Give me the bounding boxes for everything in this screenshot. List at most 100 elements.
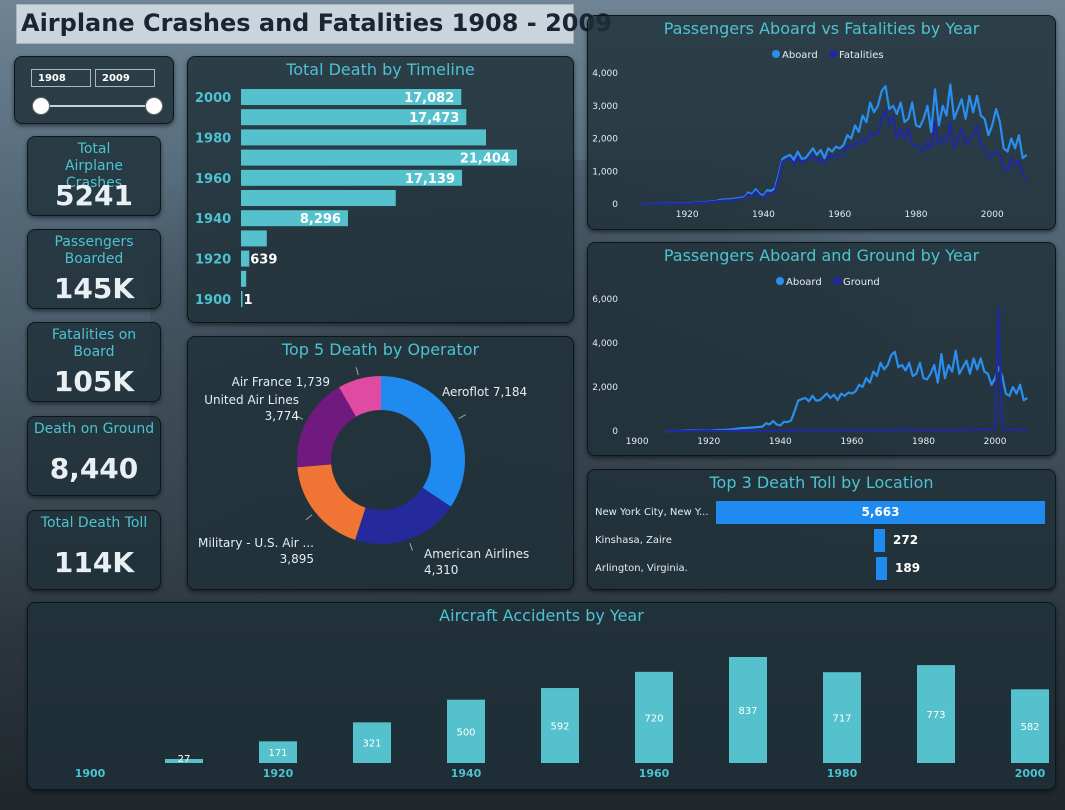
donut-label-value: 3,774 — [265, 409, 299, 423]
timeline-tick-label: 1960 — [195, 172, 231, 187]
timeline-data-label: 21,404 — [460, 152, 510, 167]
donut-slice — [297, 464, 366, 540]
donut-slice — [355, 487, 451, 544]
kpi-label: Total Airplane Crashes — [64, 141, 124, 191]
accident-data-label: 321 — [362, 739, 381, 750]
timeline-tick-label: 1920 — [195, 253, 231, 268]
location-label: New York City, New Y... — [595, 507, 709, 518]
slider-handle-end[interactable] — [145, 97, 163, 115]
location-label: Arlington, Virginia. — [595, 563, 688, 574]
x-tick-label: 1940 — [752, 210, 775, 220]
slider-handle-start[interactable] — [32, 97, 50, 115]
donut-label-value: 4,310 — [424, 563, 458, 577]
kpi-fatalities-on-board: Fatalities on Board 105K — [27, 322, 161, 402]
slider-track — [41, 105, 153, 107]
timeline-data-label: 639 — [250, 253, 277, 268]
year-slicer[interactable]: 1908 2009 — [14, 56, 174, 124]
accident-tick-label: 2000 — [1015, 767, 1046, 780]
legend-marker — [772, 50, 780, 58]
accident-data-label: 720 — [644, 713, 663, 724]
y-tick-label: 3,000 — [592, 102, 618, 112]
accident-tick-label: 1960 — [639, 767, 670, 780]
y-tick-label: 0 — [612, 200, 618, 210]
kpi-value: 8,440 — [49, 452, 139, 485]
accident-data-label: 171 — [268, 748, 287, 759]
donut-label-name: Military - U.S. Air ... — [198, 536, 314, 550]
aboard-fatalities-chart: Aboard Fatalities 0 1,000 2,000 3,000 4,000 192… — [592, 50, 1028, 220]
y-tick-label: 1,000 — [592, 167, 618, 177]
legend-marker — [776, 277, 784, 285]
dashboard-title-box: Airplane Crashes and Fatalities 1908 - 2… — [17, 5, 612, 43]
accident-data-label: 592 — [550, 722, 569, 733]
accident-bar — [635, 671, 673, 763]
donut-label-name: United Air Lines — [204, 393, 299, 407]
accident-bar — [447, 699, 485, 763]
y-tick-label: 4,000 — [592, 69, 618, 79]
kpi-death-on-ground: Death on Ground 8,440 — [27, 416, 161, 496]
donut-slice — [381, 376, 465, 507]
location-bar — [716, 501, 1045, 524]
x-tick-label: 1980 — [912, 437, 935, 447]
kpi-label: Passengers Boarded — [54, 234, 134, 267]
timeline-bar — [241, 270, 247, 287]
legend-marker — [833, 277, 841, 285]
operator-donut-panel: Top 5 Death by Operator Aeroflot 7,184 Am… — [187, 336, 574, 590]
x-tick-label: 2000 — [984, 437, 1007, 447]
kpi-label: Fatalities on Board — [51, 327, 137, 360]
accident-data-label: 27 — [178, 754, 191, 765]
chart-title: Top 3 Death Toll by Location — [709, 473, 934, 492]
location-bar-chart: New York City, New Y... 5,663 Kinshasa, Za… — [595, 501, 1045, 580]
y-tick-label: 6,000 — [592, 295, 618, 305]
x-tick-label: 1980 — [905, 210, 928, 220]
location-data-label: 5,663 — [862, 505, 900, 519]
location-data-label: 272 — [893, 533, 918, 547]
donut-label: Aeroflot 7,184 — [442, 385, 527, 399]
donut-slice — [339, 376, 381, 417]
accident-data-label: 582 — [1020, 722, 1039, 733]
accident-bar — [1011, 689, 1049, 763]
x-tick-label: 1900 — [626, 437, 649, 447]
donut-label: Air France 1,739 — [232, 375, 330, 389]
timeline-bar — [241, 89, 462, 105]
timeline-data-label: 17,082 — [404, 91, 454, 106]
donut-leader-line — [458, 414, 466, 419]
accident-data-label: 500 — [456, 727, 475, 738]
accident-data-label: 837 — [738, 706, 757, 717]
timeline-bar — [241, 169, 463, 186]
x-tick-label: 1920 — [697, 437, 720, 447]
location-chart-panel: Top 3 Death Toll by Location New York Ci… — [587, 469, 1056, 590]
timeline-data-label: 17,473 — [409, 111, 459, 126]
accident-data-label: 773 — [926, 710, 945, 721]
y-tick-label: 2,000 — [592, 383, 618, 393]
aboard-fatalities-panel: Passengers Aboard vs Fatalities by Year … — [587, 15, 1056, 230]
accident-tick-label: 1940 — [451, 767, 482, 780]
timeline-chart: 2000 17,082 17,473 1980 21,404 1960 17,139 1940… — [195, 89, 517, 308]
y-tick-label: 4,000 — [592, 339, 618, 349]
timeline-bar — [241, 250, 250, 267]
kpi-passengers-boarded: Passengers Boarded 145K — [27, 229, 161, 309]
accident-bar — [259, 741, 297, 763]
chart-title: Aircraft Accidents by Year — [439, 606, 644, 625]
x-tick-label: 2000 — [981, 210, 1004, 220]
kpi-value: 145K — [53, 272, 135, 305]
series-line — [665, 306, 1028, 433]
donut-leader-line — [305, 514, 313, 521]
accident-bar — [353, 722, 391, 763]
accident-data-label: 717 — [832, 714, 851, 725]
accident-tick-label: 1980 — [827, 767, 858, 780]
year-to-input[interactable]: 2009 — [95, 69, 155, 87]
accident-tick-label: 1900 — [75, 767, 106, 780]
location-data-label: 189 — [895, 561, 920, 575]
series-line — [641, 107, 1028, 206]
series-line — [641, 83, 1028, 206]
x-tick-label: 1920 — [676, 210, 699, 220]
timeline-tick-label: 1980 — [195, 131, 231, 146]
kpi-label: Total Death Toll — [40, 515, 148, 531]
accident-bar — [917, 665, 955, 763]
legend-label: Aboard — [782, 50, 818, 61]
donut-slice — [297, 387, 357, 468]
kpi-label: Death on Ground — [33, 421, 155, 437]
location-label: Kinshasa, Zaire — [595, 535, 672, 546]
year-from-input[interactable]: 1908 — [31, 69, 91, 87]
legend-marker — [829, 50, 837, 58]
